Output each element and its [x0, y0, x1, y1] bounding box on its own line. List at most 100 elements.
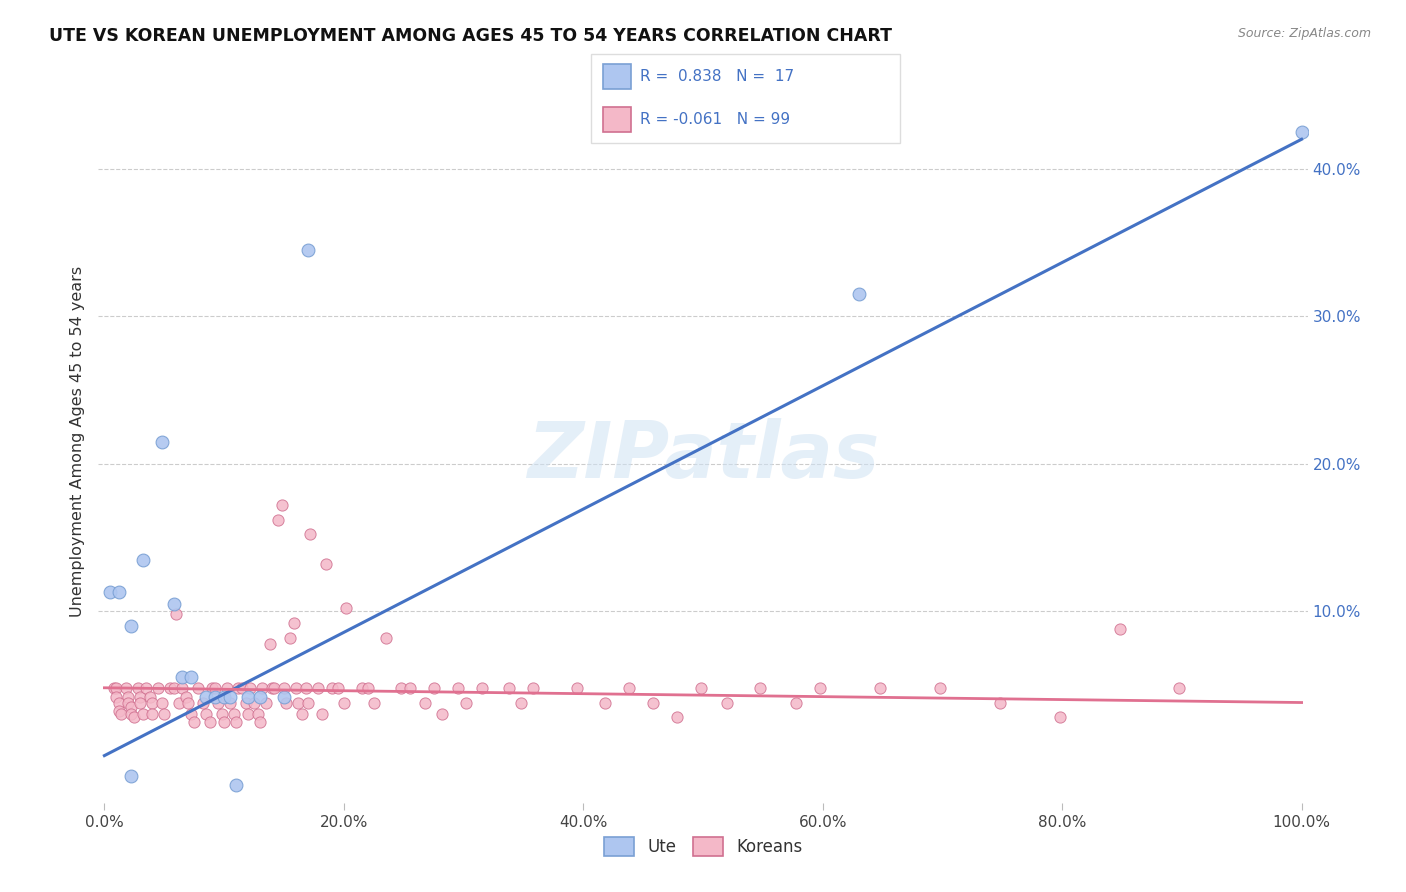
Point	[276, 696, 298, 710]
Legend: Ute, Koreans: Ute, Koreans	[598, 830, 808, 863]
Point	[127, 681, 149, 695]
Point	[1049, 710, 1071, 724]
Point	[283, 615, 305, 630]
Point	[252, 681, 274, 695]
FancyBboxPatch shape	[603, 64, 631, 89]
Point	[249, 690, 271, 704]
Point	[141, 707, 163, 722]
Text: R = -0.061   N = 99: R = -0.061 N = 99	[640, 112, 790, 127]
Point	[129, 690, 152, 704]
Point	[259, 636, 281, 650]
Point	[132, 707, 155, 722]
Point	[785, 696, 807, 710]
Point	[335, 601, 357, 615]
Point	[231, 681, 253, 695]
Point	[219, 696, 242, 710]
Point	[299, 527, 322, 541]
Text: R =  0.838   N =  17: R = 0.838 N = 17	[640, 70, 794, 84]
Point	[100, 585, 122, 599]
Point	[150, 696, 173, 710]
Text: ZIPatlas: ZIPatlas	[527, 418, 879, 494]
Point	[124, 710, 146, 724]
Point	[153, 707, 176, 722]
Point	[120, 700, 142, 714]
Point	[195, 690, 218, 704]
Point	[422, 681, 444, 695]
Point	[159, 681, 181, 695]
Point	[311, 707, 333, 722]
Point	[172, 681, 194, 695]
Point	[212, 690, 235, 704]
Point	[225, 778, 247, 792]
Point	[287, 696, 309, 710]
Point	[498, 681, 520, 695]
Point	[198, 714, 221, 729]
Point	[869, 681, 891, 695]
Point	[641, 696, 664, 710]
Point	[211, 707, 233, 722]
Point	[105, 690, 128, 704]
Point	[254, 696, 277, 710]
Point	[236, 707, 259, 722]
Point	[1291, 125, 1313, 139]
Point	[167, 696, 190, 710]
Point	[749, 681, 772, 695]
Point	[177, 696, 200, 710]
Point	[430, 707, 453, 722]
Point	[243, 696, 266, 710]
Point	[110, 707, 132, 722]
Point	[567, 681, 589, 695]
Point	[239, 681, 262, 695]
FancyBboxPatch shape	[603, 107, 631, 132]
Point	[297, 696, 319, 710]
Point	[191, 696, 214, 710]
Point	[150, 434, 173, 449]
Point	[374, 631, 396, 645]
Point	[522, 681, 544, 695]
Point	[398, 681, 420, 695]
Point	[470, 681, 492, 695]
Point	[148, 681, 170, 695]
Text: UTE VS KOREAN UNEMPLOYMENT AMONG AGES 45 TO 54 YEARS CORRELATION CHART: UTE VS KOREAN UNEMPLOYMENT AMONG AGES 45…	[49, 27, 893, 45]
Point	[107, 585, 129, 599]
Point	[350, 681, 373, 695]
Point	[413, 696, 436, 710]
Point	[225, 714, 247, 729]
Point	[284, 681, 307, 695]
Point	[267, 513, 290, 527]
FancyBboxPatch shape	[591, 54, 900, 143]
Point	[988, 696, 1011, 710]
Point	[120, 619, 142, 633]
Point	[215, 681, 238, 695]
Point	[665, 710, 688, 724]
Point	[219, 690, 242, 704]
Point	[294, 681, 316, 695]
Point	[195, 707, 218, 722]
Point	[236, 690, 259, 704]
Point	[333, 696, 356, 710]
Point	[446, 681, 468, 695]
Point	[357, 681, 380, 695]
Point	[454, 696, 477, 710]
Point	[180, 670, 202, 684]
Point	[389, 681, 412, 695]
Y-axis label: Unemployment Among Ages 45 to 54 years: Unemployment Among Ages 45 to 54 years	[70, 266, 86, 617]
Point	[180, 707, 202, 722]
Point	[228, 681, 250, 695]
Point	[204, 681, 226, 695]
Point	[510, 696, 533, 710]
Point	[297, 243, 319, 257]
Point	[326, 681, 349, 695]
Point	[246, 707, 269, 722]
Point	[273, 681, 295, 695]
Point	[273, 690, 295, 704]
Point	[617, 681, 640, 695]
Point	[249, 714, 271, 729]
Point	[848, 287, 870, 301]
Point	[260, 681, 283, 695]
Text: Source: ZipAtlas.com: Source: ZipAtlas.com	[1237, 27, 1371, 40]
Point	[1108, 622, 1130, 636]
Point	[187, 681, 209, 695]
Point	[115, 681, 138, 695]
Point	[107, 696, 129, 710]
